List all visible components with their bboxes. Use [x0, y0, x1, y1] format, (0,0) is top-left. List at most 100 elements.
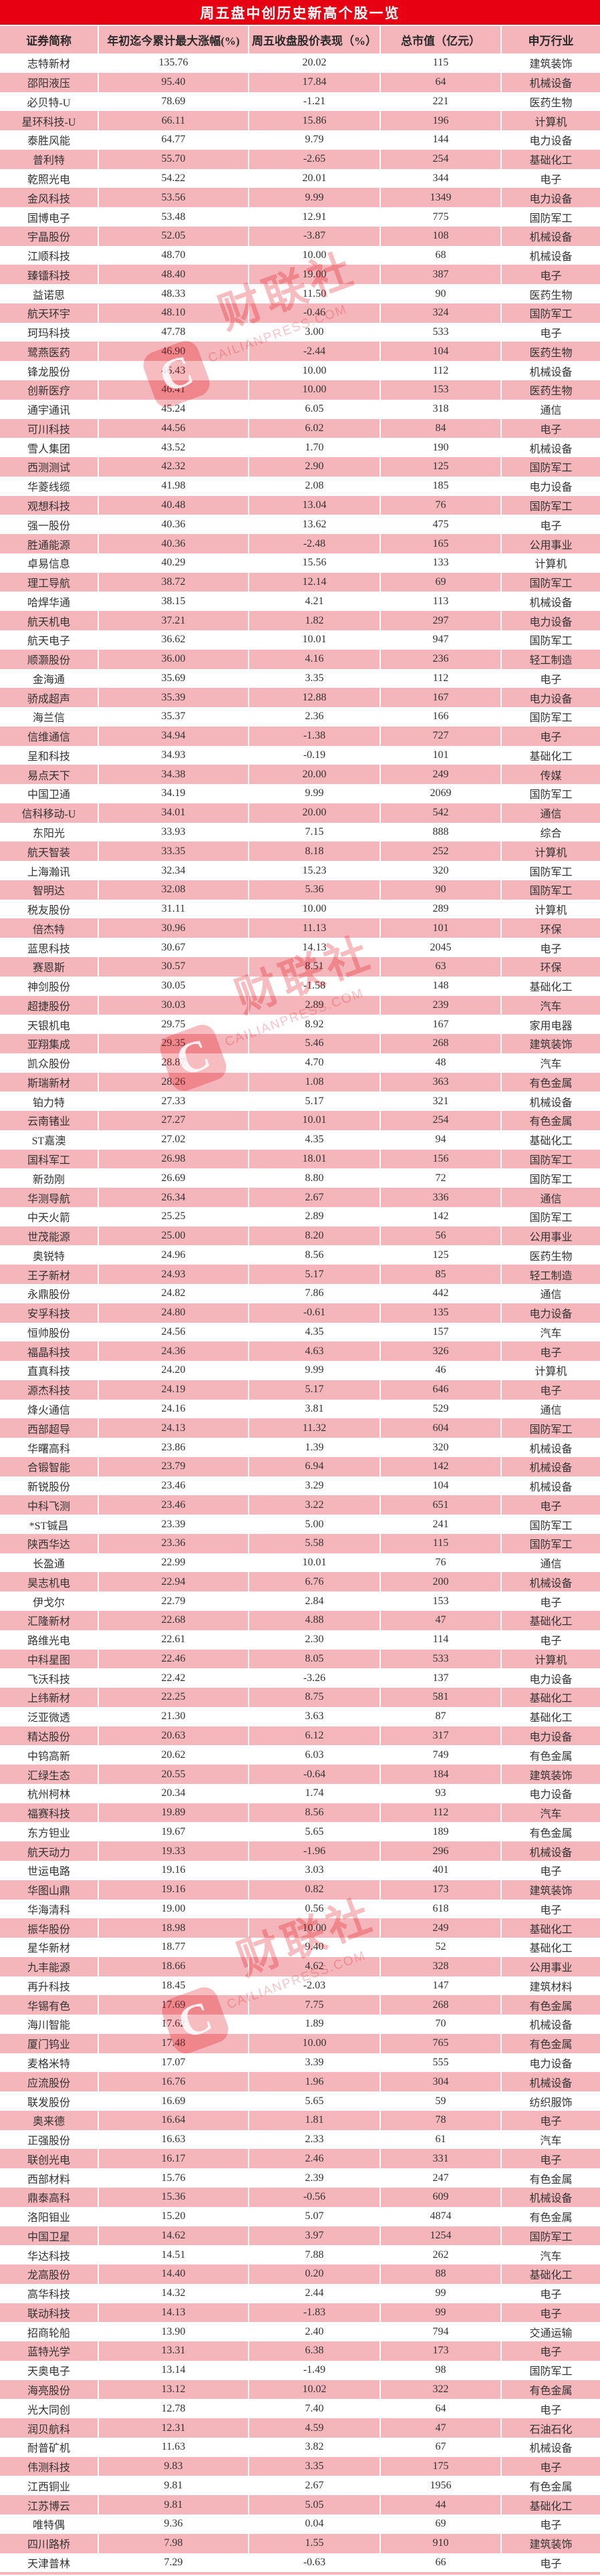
stock-name-cell: 天津普林 [0, 2553, 99, 2573]
table-row: 西测测试 42.32 2.90 125 国防军工 [0, 457, 600, 477]
sw-industry-cell: 建筑装饰 [529, 1039, 573, 1051]
market-cap-cell: 442 [381, 1284, 502, 1303]
stock-name-cell: 四川路桥 [0, 2533, 99, 2553]
ytd-max-gain-cell: 23.79 [99, 1456, 249, 1476]
friday-performance-cell: 5.05 [249, 2495, 381, 2515]
stock-name-cell: 航天电子 [0, 630, 99, 650]
market-cap-cell: 112 [381, 361, 502, 381]
table-row: 伊戈尔 22.79 2.84 153 电子 [0, 1591, 600, 1612]
friday-performance-cell: 6.38 [249, 2341, 381, 2361]
ytd-max-gain-cell: 40.36 [99, 515, 249, 535]
table-row: 东方钽业 19.67 5.65 189 有色金属 [0, 1822, 600, 1842]
sw-industry-cell: 公用事业 [529, 1232, 573, 1244]
ytd-max-gain-cell: 47.78 [99, 322, 249, 342]
stock-name-cell: 西测测试 [0, 457, 99, 477]
stock-name-cell: 邵阳液压 [0, 72, 99, 92]
stock-name-cell: 耐普矿机 [0, 2437, 99, 2457]
stock-name-cell: 华曙高科 [0, 1438, 99, 1457]
sw-industry-cell: 有色金属 [529, 2212, 573, 2224]
stock-name-cell: 合锻智能 [0, 1456, 99, 1476]
ytd-max-gain-cell: 30.67 [99, 938, 249, 957]
ytd-max-gain-cell: 23.46 [99, 1495, 249, 1515]
sw-industry-cell: 医药生物 [529, 289, 573, 301]
stock-name-cell: 蓝思科技 [0, 938, 99, 957]
sw-industry-cell: 国防军工 [529, 2231, 573, 2243]
stock-name-cell: 永鼎股份 [0, 1284, 99, 1303]
friday-performance-cell: 2.89 [249, 1206, 381, 1227]
sw-industry-cell: 有色金属 [529, 2001, 573, 2013]
table-row: 华海清科 19.00 0.56 618 电子 [0, 1899, 600, 1919]
friday-performance-cell: 4.16 [249, 649, 381, 669]
market-cap-cell: 268 [381, 1995, 502, 2015]
friday-performance-cell: 1.39 [249, 1438, 381, 1457]
table-row: ST嘉澳 27.02 4.35 94 基础化工 [0, 1130, 600, 1150]
stock-name-cell: 上海瀚讯 [0, 861, 99, 880]
friday-performance-cell: -2.48 [249, 534, 381, 553]
market-cap-cell: 67 [381, 2437, 502, 2457]
table-row: 航天智装 33.35 8.18 252 计算机 [0, 842, 600, 862]
friday-performance-cell: 15.86 [249, 111, 381, 131]
sw-industry-cell: 基础化工 [529, 1712, 573, 1724]
sw-industry-cell: 通信 [540, 405, 562, 417]
friday-performance-cell: 4.63 [249, 1341, 381, 1362]
table-row: 卓易信息 40.29 15.56 133 计算机 [0, 553, 600, 573]
table-row: 普利特 55.70 -2.65 254 基础化工 [0, 149, 600, 169]
table-row: 鹭燕医药 46.90 -2.44 104 医药生物 [0, 342, 600, 362]
ytd-max-gain-cell: 19.89 [99, 1803, 249, 1823]
stock-name-cell: 志特新材 [0, 53, 99, 73]
table-row: 奥锐特 24.96 8.56 125 医药生物 [0, 1245, 600, 1265]
stock-name-cell: 中科飞测 [0, 1495, 99, 1515]
market-cap-cell: 646 [381, 1380, 502, 1400]
market-cap-cell: 93 [381, 1783, 502, 1803]
stock-name-cell: 奥锐特 [0, 1245, 99, 1265]
stock-name-cell: 麦格米特 [0, 2053, 99, 2073]
sw-industry-cell: 电子 [540, 270, 562, 282]
stock-name-cell: 亚翔集成 [0, 1034, 99, 1053]
ytd-max-gain-cell: 35.69 [99, 668, 249, 688]
table-row: 乾照光电 54.22 20.01 344 电子 [0, 168, 600, 188]
market-cap-cell: 304 [381, 2072, 502, 2092]
market-cap-cell: 167 [381, 1015, 502, 1035]
table-row: 国科军工 26.98 18.01 156 国防军工 [0, 1149, 600, 1169]
market-cap-cell: 137 [381, 1668, 502, 1688]
friday-performance-cell: 6.94 [249, 1456, 381, 1476]
sw-industry-cell: 电力设备 [529, 693, 573, 705]
ytd-max-gain-cell: 14.40 [99, 2265, 249, 2284]
stock-name-cell: 税友股份 [0, 899, 99, 919]
market-cap-cell: 241 [381, 1515, 502, 1534]
ytd-max-gain-cell: 12.78 [99, 2399, 249, 2419]
sw-industry-cell: 机械设备 [529, 1443, 573, 1455]
table-row: 杭州柯林 20.34 1.74 93 电力设备 [0, 1783, 600, 1803]
stock-name-cell: 江顺科技 [0, 245, 99, 265]
market-cap-cell: 297 [381, 611, 502, 630]
market-cap-cell: 173 [381, 1880, 502, 1900]
friday-performance-cell: 3.82 [249, 2437, 381, 2457]
ytd-max-gain-cell: 18.45 [99, 1976, 249, 1996]
table-row: 鼎泰高科 15.36 -0.56 609 机械设备 [0, 2187, 600, 2207]
ytd-max-gain-cell: 23.46 [99, 1476, 249, 1496]
market-cap-cell: 135 [381, 1303, 502, 1323]
stock-name-cell: 中国卫星 [0, 2226, 99, 2246]
table-row: 星环科技-U 66.11 15.86 196 计算机 [0, 111, 600, 131]
stock-name-cell: 华菱线缆 [0, 476, 99, 496]
friday-performance-cell: 7.40 [249, 2399, 381, 2419]
table-row: 航天动力 19.33 -1.96 296 机械设备 [0, 1841, 600, 1861]
sw-industry-cell: 电子 [540, 1866, 562, 1878]
table-row: 中天火箭 25.25 2.89 142 国防军工 [0, 1206, 600, 1227]
friday-performance-cell: 5.65 [249, 2091, 381, 2111]
table-row: 天津普林 7.29 -0.63 66 电子 [0, 2553, 600, 2573]
table-row: 云南锗业 27.27 10.01 254 有色金属 [0, 1111, 600, 1130]
sw-industry-cell: 纺织服饰 [529, 2097, 573, 2109]
sw-industry-cell: 有色金属 [529, 1827, 573, 1839]
friday-performance-cell: 0.82 [249, 1880, 381, 1900]
ytd-max-gain-cell: 26.69 [99, 1168, 249, 1188]
stock-name-cell: 东阳光 [0, 822, 99, 842]
market-cap-cell: 324 [381, 303, 502, 323]
ytd-max-gain-cell: 38.72 [99, 572, 249, 592]
friday-performance-cell: 10.00 [249, 899, 381, 919]
stock-name-cell: 航天环宇 [0, 303, 99, 323]
friday-performance-cell: 2.90 [249, 457, 381, 477]
ytd-max-gain-cell: 17.62 [99, 2015, 249, 2034]
friday-performance-cell: 6.03 [249, 1745, 381, 1765]
table-row: 理工导航 38.72 12.14 69 国防军工 [0, 572, 600, 592]
